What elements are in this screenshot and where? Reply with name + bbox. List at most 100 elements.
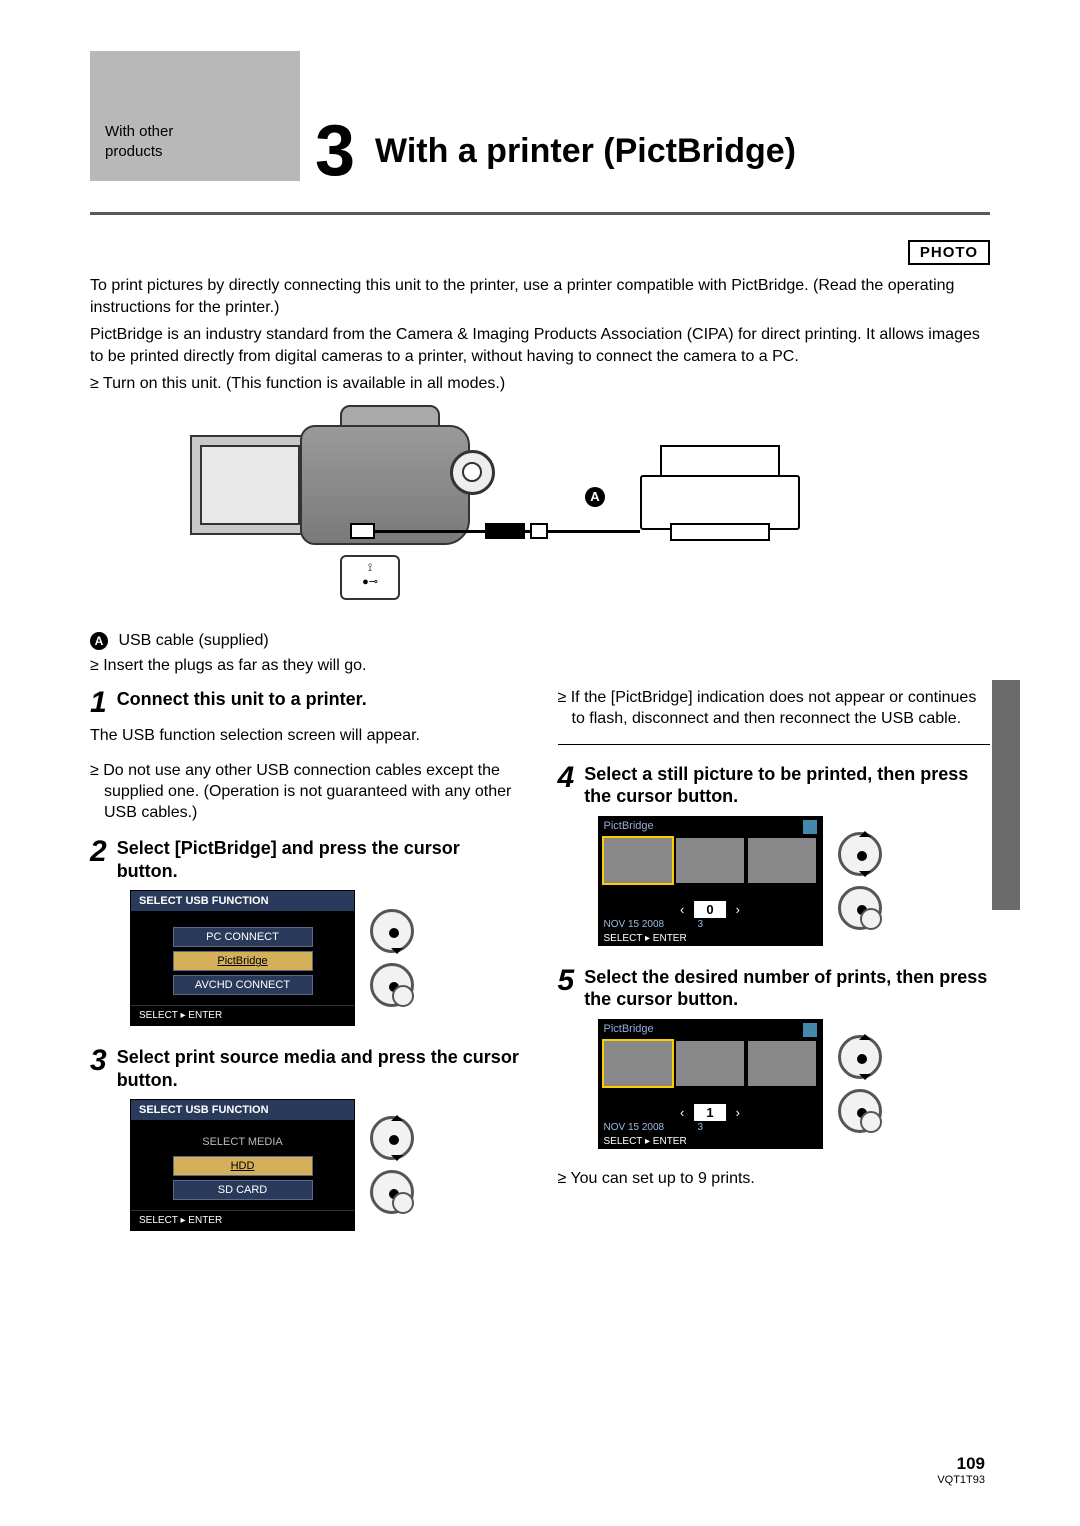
thumb-count: 3	[698, 919, 704, 930]
thumb-date: NOV 15 2008	[604, 1122, 665, 1133]
section-number: 3	[315, 110, 355, 192]
thumb-date: NOV 15 2008	[604, 919, 665, 930]
thumbnail	[748, 1041, 816, 1086]
label-a-badge: A	[585, 487, 605, 507]
card-icon	[803, 1023, 817, 1037]
cursor-enter-icon: ☟	[370, 963, 414, 1007]
select-media-screen: SELECT USB FUNCTION SELECT MEDIA HDD SD …	[130, 1099, 355, 1231]
thumb-footer: SELECT ▸ ENTER	[604, 1136, 687, 1147]
step-3-num: 3	[90, 1046, 107, 1091]
usb-symbol: ⟟●⊸	[340, 555, 400, 600]
screen-footer: SELECT ▸ ENTER	[131, 1210, 354, 1230]
control-icons: ☟	[370, 1116, 414, 1214]
thumbnail	[748, 838, 816, 883]
step-1-title: Connect this unit to a printer.	[117, 688, 367, 718]
thumbnail	[604, 838, 672, 883]
step-2: 2 Select [PictBridge] and press the curs…	[90, 837, 523, 882]
screen-footer: SELECT ▸ ENTER	[131, 1005, 354, 1025]
cursor-enter-icon: ☟	[838, 886, 882, 930]
thumb-footer: SELECT ▸ ENTER	[604, 933, 687, 944]
pictbridge-screen-2: PictBridge ‹1› NOV 15 2008 3 SELECT ▸ EN…	[598, 1019, 823, 1149]
cursor-enter-icon: ☟	[838, 1089, 882, 1133]
step-4: 4 Select a still picture to be printed, …	[558, 763, 991, 808]
left-column: 1 Connect this unit to a printer. The US…	[90, 688, 523, 1251]
step-5-screenshot: PictBridge ‹1› NOV 15 2008 3 SELECT ▸ EN…	[598, 1019, 991, 1149]
cursor-enter-icon: ☟	[370, 1170, 414, 1214]
menu-avchd: AVCHD CONNECT	[173, 975, 313, 995]
category-block: With other products	[90, 51, 300, 181]
menu-hdd: HDD	[173, 1156, 313, 1176]
print-count-spinner: ‹0›	[680, 901, 740, 918]
control-icons: ☟	[838, 832, 882, 930]
page-header: With other products 3 With a printer (Pi…	[90, 110, 990, 215]
two-column-layout: 1 Connect this unit to a printer. The US…	[90, 688, 990, 1251]
step-3: 3 Select print source media and press th…	[90, 1046, 523, 1091]
camera-lens-inner	[462, 462, 482, 482]
pictbridge-screen: PictBridge ‹0› NOV 15 2008 3 SELECT ▸ EN…	[598, 816, 823, 946]
cursor-updown-icon	[838, 1035, 882, 1079]
menu-sdcard: SD CARD	[173, 1180, 313, 1200]
thumb-title: PictBridge	[604, 820, 654, 832]
intro-bullet: Turn on this unit. (This function is ava…	[90, 373, 990, 395]
thumbnail-grid	[604, 838, 817, 883]
document-code: VQT1T93	[937, 1474, 985, 1486]
control-icons: ☟	[838, 1035, 882, 1133]
menu-pc-connect: PC CONNECT	[173, 927, 313, 947]
screen-title: SELECT USB FUNCTION	[131, 891, 354, 911]
control-icons: ☟	[370, 909, 414, 1007]
step-2-num: 2	[90, 837, 107, 882]
step-3-screenshot: SELECT USB FUNCTION SELECT MEDIA HDD SD …	[130, 1099, 523, 1231]
usb-function-screen: SELECT USB FUNCTION PC CONNECT PictBridg…	[130, 890, 355, 1026]
thumb-count: 3	[698, 1122, 704, 1133]
caption-a-badge: A	[90, 632, 108, 650]
page-number: 109	[937, 1454, 985, 1474]
diagram-caption-bullet: Insert the plugs as far as they will go.	[90, 655, 990, 677]
thumbnail	[604, 1041, 672, 1086]
right-top-bullet: If the [PictBridge] indication does not …	[558, 688, 991, 730]
category-line2: products	[105, 143, 163, 160]
step-5-bullet: You can set up to 9 prints.	[558, 1169, 991, 1190]
step-4-screenshot: PictBridge ‹0› NOV 15 2008 3 SELECT ▸ EN…	[598, 816, 991, 946]
category-line1: With other	[105, 123, 173, 140]
menu-pictbridge: PictBridge	[173, 951, 313, 971]
step-5-num: 5	[558, 966, 575, 1011]
step-4-title: Select a still picture to be printed, th…	[584, 763, 990, 808]
step-5: 5 Select the desired number of prints, t…	[558, 966, 991, 1011]
thumbnail	[676, 838, 744, 883]
step-2-title: Select [PictBridge] and press the cursor…	[117, 837, 523, 882]
print-count-spinner: ‹1›	[680, 1104, 740, 1121]
step-5-title: Select the desired number of prints, the…	[584, 966, 990, 1011]
divider	[558, 744, 991, 745]
camera-lcd	[190, 435, 310, 535]
select-media-label: SELECT MEDIA	[151, 1132, 334, 1152]
cable-ferrite	[485, 523, 525, 539]
intro-paragraph-1: To print pictures by directly connecting…	[90, 275, 990, 318]
thumb-title: PictBridge	[604, 1023, 654, 1035]
thumbnail	[676, 1041, 744, 1086]
diagram-caption-a: A USB cable (supplied)	[90, 630, 990, 652]
step-4-num: 4	[558, 763, 575, 808]
step-2-screenshot: SELECT USB FUNCTION PC CONNECT PictBridg…	[130, 890, 523, 1026]
cursor-down-icon	[370, 909, 414, 953]
page-footer: 109 VQT1T93	[937, 1454, 985, 1486]
printer-icon	[640, 445, 800, 555]
category-label: With other products	[105, 122, 173, 161]
cable-plug-printer	[530, 523, 548, 539]
step-1: 1 Connect this unit to a printer.	[90, 688, 523, 718]
right-column: If the [PictBridge] indication does not …	[558, 688, 991, 1251]
page-title: With a printer (PictBridge)	[375, 132, 796, 171]
caption-a-text: USB cable (supplied)	[118, 632, 268, 649]
step-3-title: Select print source media and press the …	[117, 1046, 523, 1091]
cursor-updown-icon	[838, 832, 882, 876]
thumbnail-grid	[604, 1041, 817, 1086]
step-1-bullet: Do not use any other USB connection cabl…	[90, 761, 523, 823]
spin-value: 1	[694, 1104, 725, 1121]
step-1-num: 1	[90, 688, 107, 718]
intro-paragraph-2: PictBridge is an industry standard from …	[90, 324, 990, 367]
step-1-body: The USB function selection screen will a…	[90, 726, 523, 747]
cursor-updown-icon	[370, 1116, 414, 1160]
screen-title: SELECT USB FUNCTION	[131, 1100, 354, 1120]
cable-plug-camera	[350, 523, 375, 539]
photo-badge: PHOTO	[908, 240, 990, 265]
spin-value: 0	[694, 901, 725, 918]
